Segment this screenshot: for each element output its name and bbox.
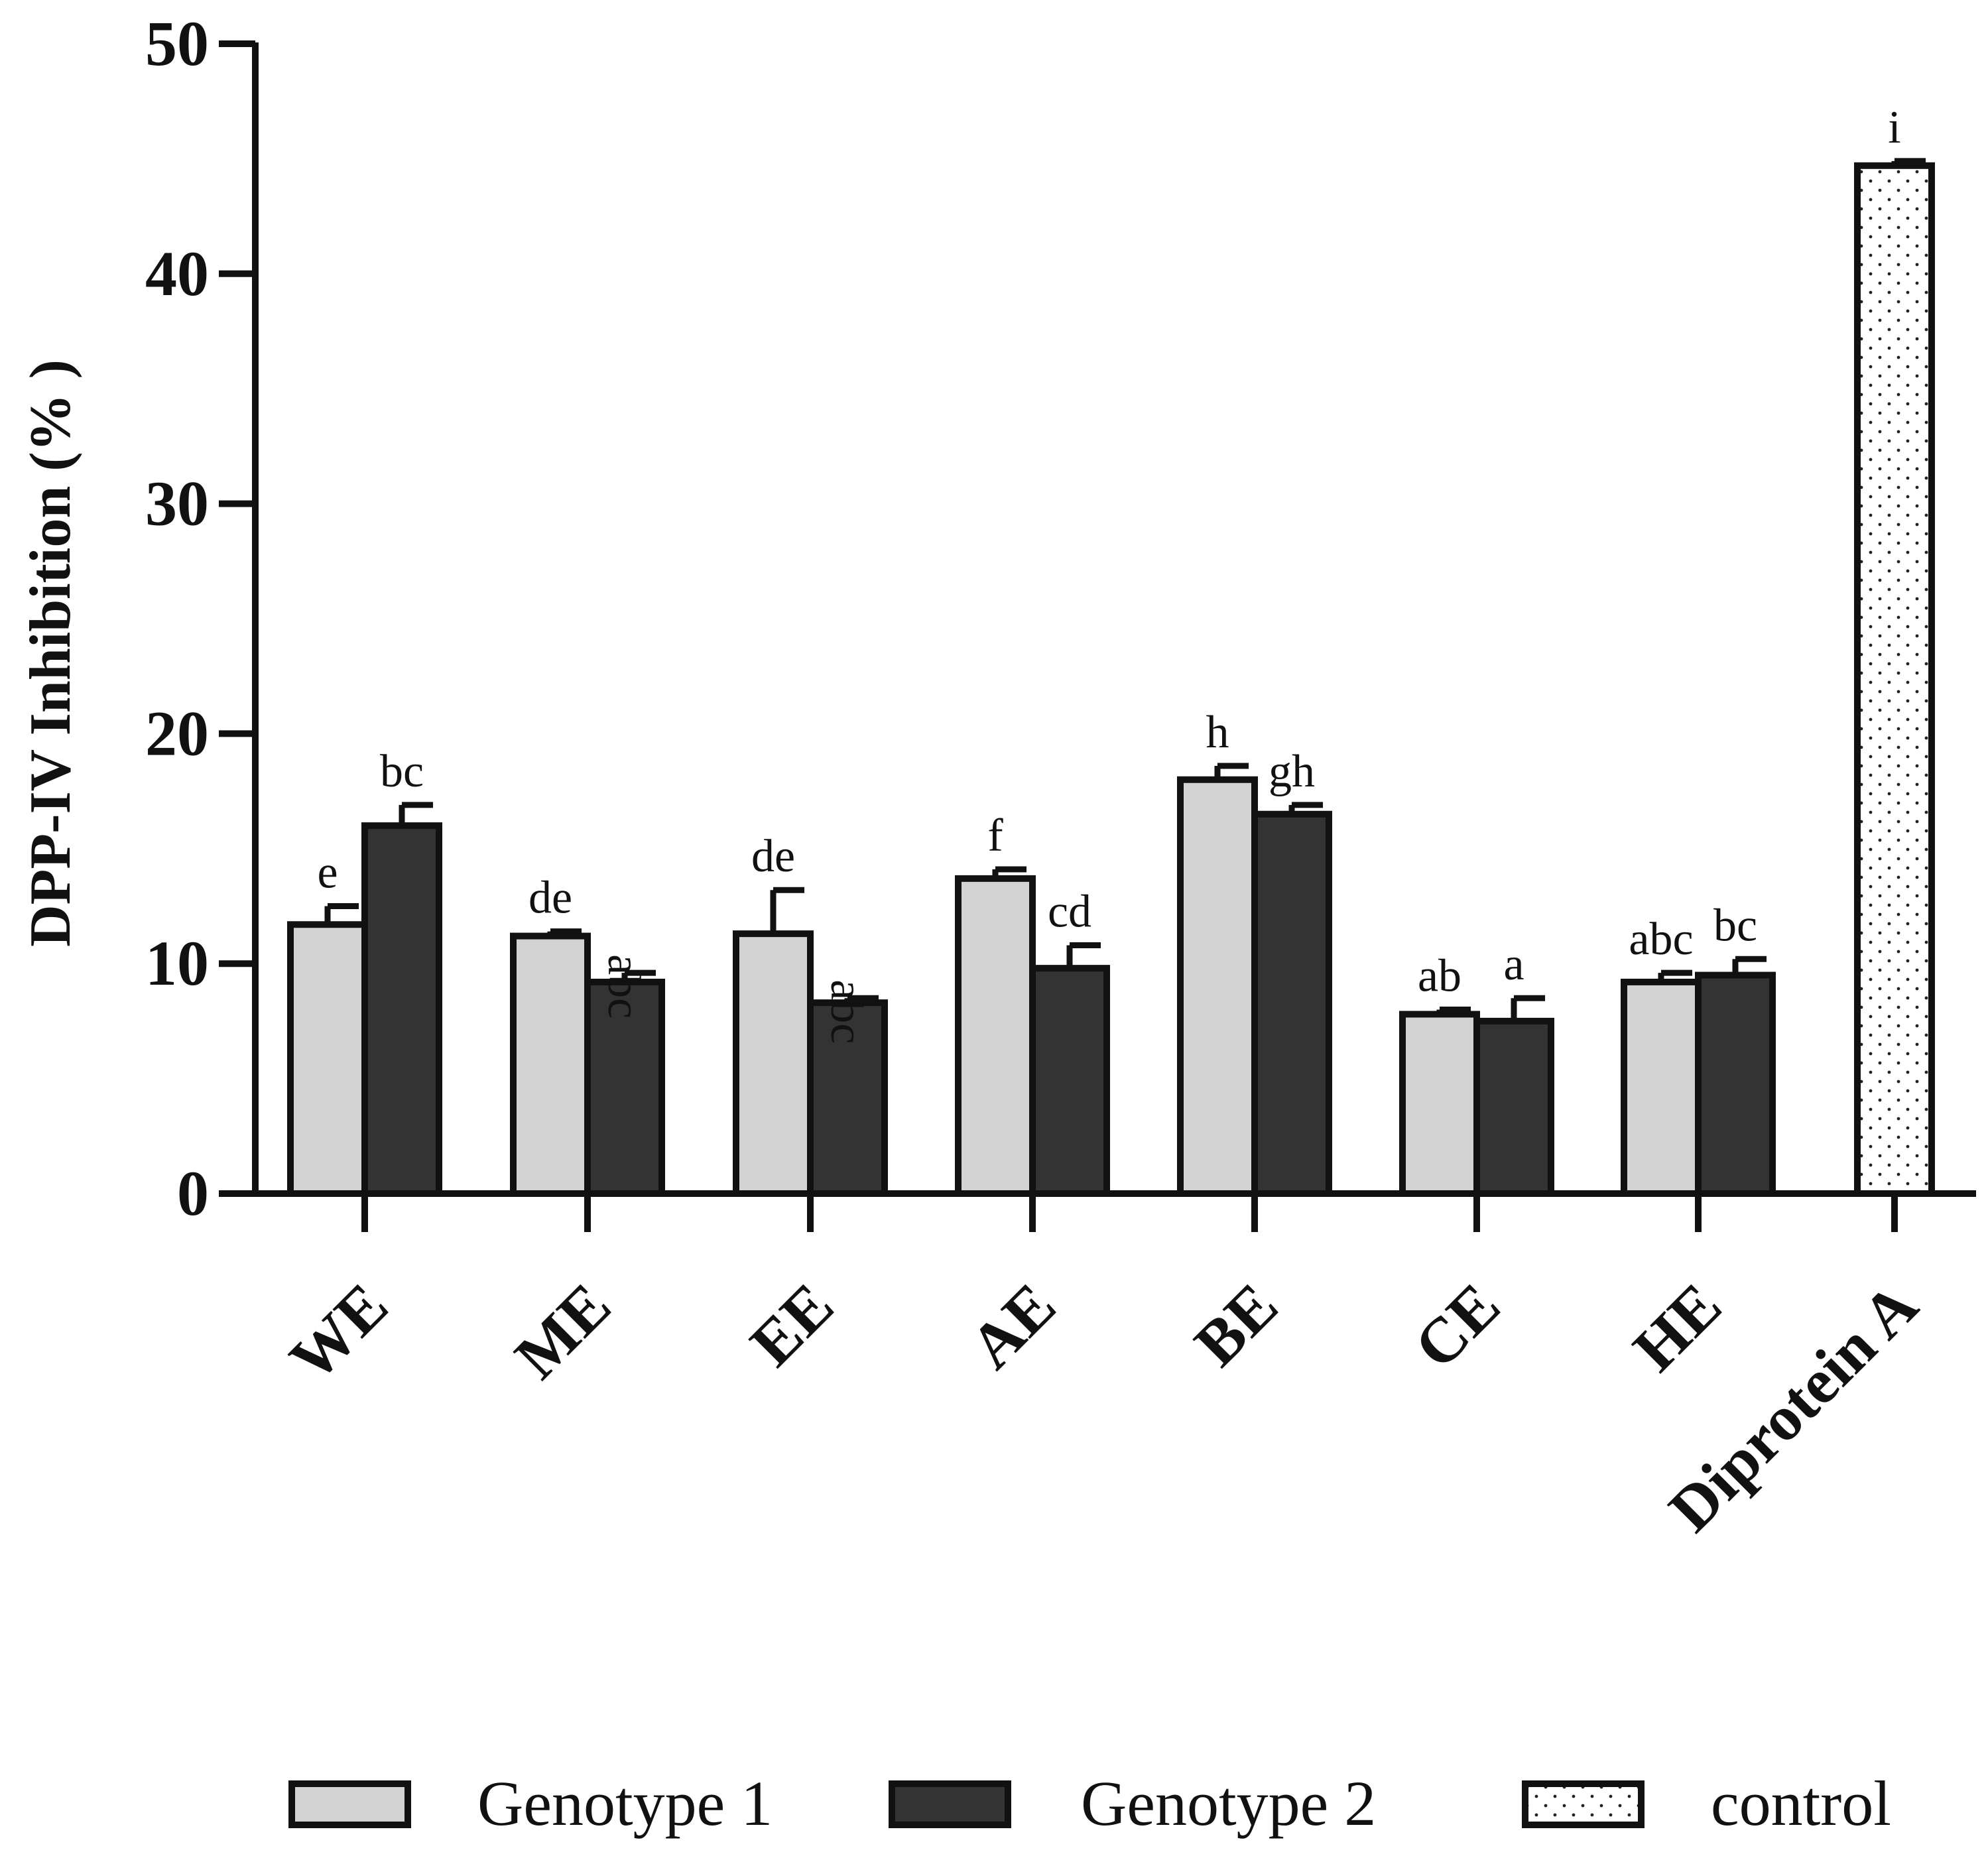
significance-letter: e xyxy=(317,847,338,899)
significance-letter: abc xyxy=(598,954,649,1019)
bar xyxy=(955,875,1036,1198)
significance-letter: gh xyxy=(1269,746,1315,797)
bar xyxy=(361,822,442,1197)
x-tick-label: HE xyxy=(1619,1269,1735,1385)
y-axis-title: DPP-IV Inhibition (% ) xyxy=(19,359,83,947)
bar xyxy=(1177,776,1258,1197)
x-tick-label: AE xyxy=(956,1269,1069,1382)
significance-letter: cd xyxy=(1048,886,1091,937)
significance-letter: i xyxy=(1888,102,1900,153)
significance-letter: h xyxy=(1206,707,1229,758)
significance-letter: de xyxy=(751,831,795,882)
y-tick-label: 20 xyxy=(145,698,209,769)
y-tick-label: 50 xyxy=(145,8,209,79)
legend-swatch xyxy=(889,1780,1011,1828)
significance-letter: de xyxy=(528,873,572,924)
bar xyxy=(1029,965,1110,1197)
legend-swatch xyxy=(288,1780,411,1828)
legend: Genotype 1 Genotype 2 control xyxy=(288,1768,1891,1839)
x-tick-label: WE xyxy=(276,1269,401,1395)
x-tick-label: CE xyxy=(1400,1269,1513,1382)
bar xyxy=(1473,1017,1554,1198)
legend-label: control xyxy=(1711,1768,1891,1839)
bar xyxy=(1251,810,1332,1197)
significance-letter: bc xyxy=(380,746,424,797)
significance-letter: f xyxy=(987,810,1003,861)
significance-letter: bc xyxy=(1713,900,1757,951)
bar xyxy=(287,921,368,1198)
bar xyxy=(1695,971,1776,1198)
bar xyxy=(1399,1011,1480,1197)
bar xyxy=(1621,978,1702,1197)
bar xyxy=(510,932,591,1197)
x-tick-label: EE xyxy=(737,1269,847,1379)
legend-swatch xyxy=(1522,1780,1645,1828)
y-tick-label: 40 xyxy=(145,238,209,309)
significance-letter: abc xyxy=(1629,914,1693,965)
y-tick-label: 10 xyxy=(145,928,209,999)
y-tick-label: 0 xyxy=(177,1158,209,1229)
significance-letter: ab xyxy=(1418,951,1461,1002)
bar xyxy=(1854,162,1935,1198)
bar xyxy=(733,930,814,1197)
legend-label: Genotype 2 xyxy=(1081,1768,1376,1839)
significance-letter: abc xyxy=(821,979,872,1044)
x-tick-label: ME xyxy=(501,1269,624,1392)
legend-label: Genotype 1 xyxy=(477,1768,773,1839)
x-tick-label: BE xyxy=(1181,1269,1291,1379)
y-tick-label: 30 xyxy=(145,468,209,539)
significance-letter: a xyxy=(1503,939,1524,990)
